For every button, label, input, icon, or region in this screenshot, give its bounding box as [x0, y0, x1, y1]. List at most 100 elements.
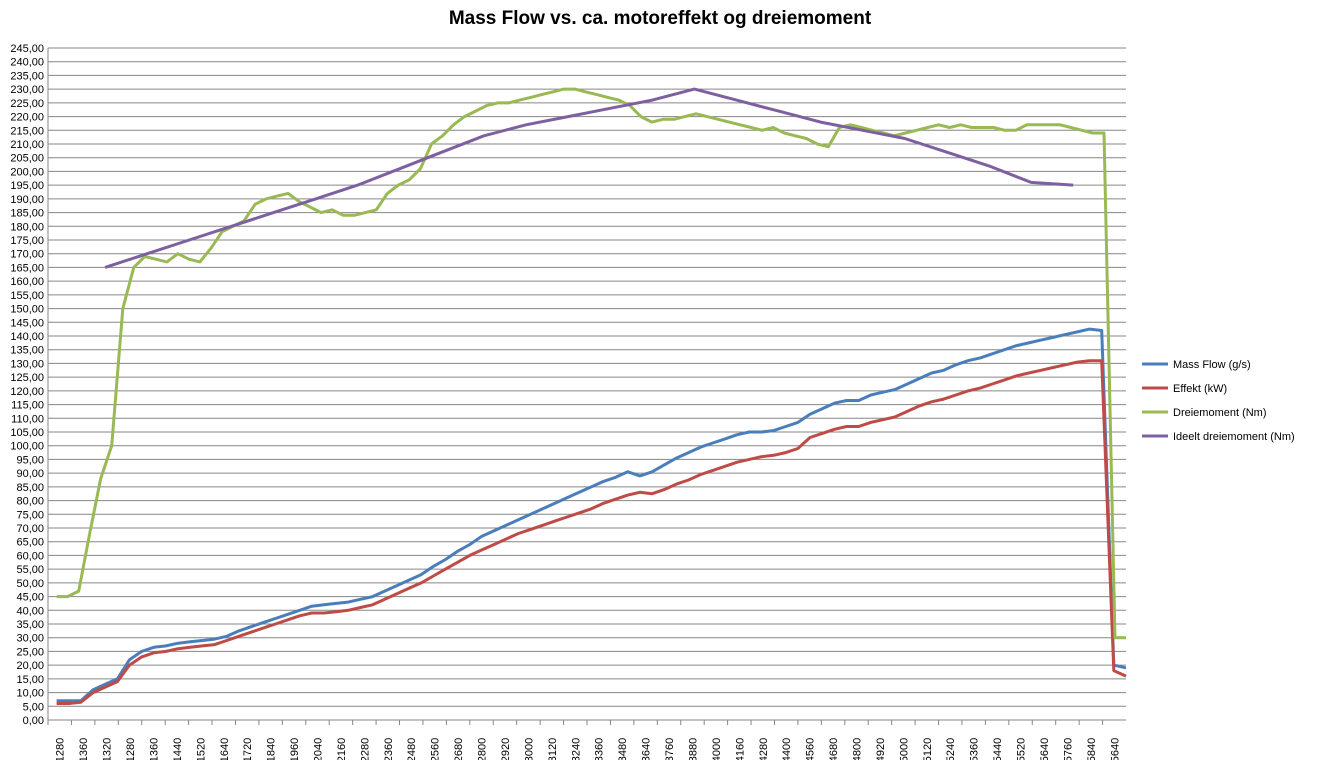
x-tick-label: 3480: [617, 738, 629, 760]
y-tick-label: 80,00: [16, 496, 44, 508]
x-tick-label: 4800: [852, 738, 864, 760]
x-tick-label: 3240: [570, 738, 582, 760]
y-tick-label: 125,00: [10, 372, 44, 384]
x-tick-label: 5120: [922, 738, 934, 760]
x-tick-label: 4920: [875, 738, 887, 760]
y-tick-label: 5,00: [23, 701, 44, 713]
x-tick-label: 1280: [125, 738, 137, 760]
x-tick-label: 1280: [55, 738, 67, 760]
x-tick-label: 2680: [453, 738, 465, 760]
legend: Mass Flow (g/s) Effekt (kW) Dreiemoment (N…: [1142, 359, 1295, 443]
y-tick-label: 235,00: [10, 70, 44, 82]
y-tick-label: 225,00: [10, 98, 44, 110]
y-tick-label: 160,00: [10, 276, 44, 288]
y-tick-label: 240,00: [10, 57, 44, 69]
x-tick-label: 4560: [805, 738, 817, 760]
y-tick-label: 45,00: [16, 592, 44, 604]
y-tick-label: 210,00: [10, 139, 44, 151]
y-tick-label: 15,00: [16, 674, 44, 686]
x-tick-label: 1960: [289, 738, 301, 760]
x-tick-label: 2560: [430, 738, 442, 760]
y-tick-label: 75,00: [16, 509, 44, 521]
y-tick-label: 245,00: [10, 43, 44, 55]
y-tick-label: 0,00: [23, 715, 44, 727]
legend-label: Effekt (kW): [1173, 383, 1227, 395]
y-tick-label: 185,00: [10, 208, 44, 220]
x-tick-label: 5640: [1109, 738, 1121, 760]
y-tick-label: 155,00: [10, 290, 44, 302]
y-tick-label: 20,00: [16, 660, 44, 672]
y-tick-label: 100,00: [10, 441, 44, 453]
legend-label: Mass Flow (g/s): [1173, 359, 1251, 371]
x-axis-ticks: 1280 1360 1320 1280 1360 1440 1520 1640 1720 1840…: [47, 720, 1121, 760]
y-tick-label: 175,00: [10, 235, 44, 247]
y-tick-label: 110,00: [11, 413, 44, 425]
y-tick-label: 105,00: [10, 427, 44, 439]
x-tick-label: 5840: [1086, 738, 1098, 760]
chart-title: Mass Flow vs. ca. motoreffekt og dreiemo…: [449, 8, 872, 29]
x-tick-label: 3640: [641, 738, 653, 760]
x-tick-label: 3000: [523, 738, 535, 760]
y-tick-label: 10,00: [16, 688, 44, 700]
x-tick-label: 3360: [594, 738, 606, 760]
y-tick-label: 55,00: [16, 564, 44, 576]
x-tick-label: 4280: [758, 738, 770, 760]
x-tick-label: 1440: [172, 738, 184, 760]
x-tick-label: 2280: [359, 738, 371, 760]
y-tick-label: 35,00: [16, 619, 44, 631]
y-tick-label: 90,00: [16, 468, 44, 480]
x-tick-label: 3760: [664, 738, 676, 760]
x-tick-label: 1320: [102, 738, 114, 760]
y-tick-label: 230,00: [10, 84, 44, 96]
x-tick-label: 5000: [898, 738, 910, 760]
y-tick-label: 65,00: [16, 537, 44, 549]
x-tick-label: 1840: [266, 738, 278, 760]
x-tick-label: 4000: [711, 738, 723, 760]
y-tick-label: 145,00: [10, 317, 44, 329]
y-tick-label: 150,00: [10, 304, 44, 316]
x-tick-label: 1720: [242, 738, 254, 760]
x-tick-label: 2800: [477, 738, 489, 760]
series-lines: [56, 87, 1127, 705]
x-tick-label: 5640: [1039, 738, 1051, 760]
x-tick-label: 3880: [687, 738, 699, 760]
x-tick-label: 5360: [969, 738, 981, 760]
y-tick-label: 200,00: [10, 166, 44, 178]
x-tick-label: 1640: [219, 738, 231, 760]
y-tick-label: 50,00: [16, 578, 44, 590]
x-tick-label: 2040: [313, 738, 325, 760]
y-tick-label: 170,00: [10, 249, 44, 261]
y-tick-label: 120,00: [10, 386, 44, 398]
x-tick-label: 4160: [734, 738, 746, 760]
y-tick-label: 205,00: [10, 153, 44, 165]
y-tick-label: 25,00: [16, 646, 44, 658]
y-tick-label: 165,00: [10, 262, 44, 274]
y-tick-label: 115,00: [11, 400, 44, 412]
x-tick-label: 5760: [1062, 738, 1074, 760]
y-tick-label: 130,00: [10, 358, 44, 370]
x-tick-label: 2920: [500, 738, 512, 760]
x-tick-label: 2160: [336, 738, 348, 760]
y-tick-label: 140,00: [10, 331, 44, 343]
x-tick-label: 5440: [992, 738, 1004, 760]
legend-label: Dreiemoment (Nm): [1173, 407, 1267, 419]
x-tick-label: 2360: [383, 738, 395, 760]
x-tick-label: 1360: [78, 738, 90, 760]
y-tick-label: 215,00: [10, 125, 44, 137]
y-tick-label: 85,00: [16, 482, 44, 494]
x-tick-label: 3120: [547, 738, 559, 760]
series-line: [56, 359, 1127, 705]
y-tick-label: 190,00: [10, 194, 44, 206]
y-tick-label: 40,00: [16, 605, 44, 617]
grid: [47, 47, 1126, 721]
x-tick-label: 5520: [1016, 738, 1028, 760]
y-tick-label: 30,00: [16, 633, 44, 645]
y-tick-label: 135,00: [10, 345, 44, 357]
legend-label: Ideelt dreiemoment (Nm): [1173, 431, 1295, 443]
x-tick-label: 1520: [195, 738, 207, 760]
y-tick-label: 195,00: [10, 180, 44, 192]
y-tick-label: 180,00: [10, 221, 44, 233]
series-line: [104, 87, 1074, 269]
